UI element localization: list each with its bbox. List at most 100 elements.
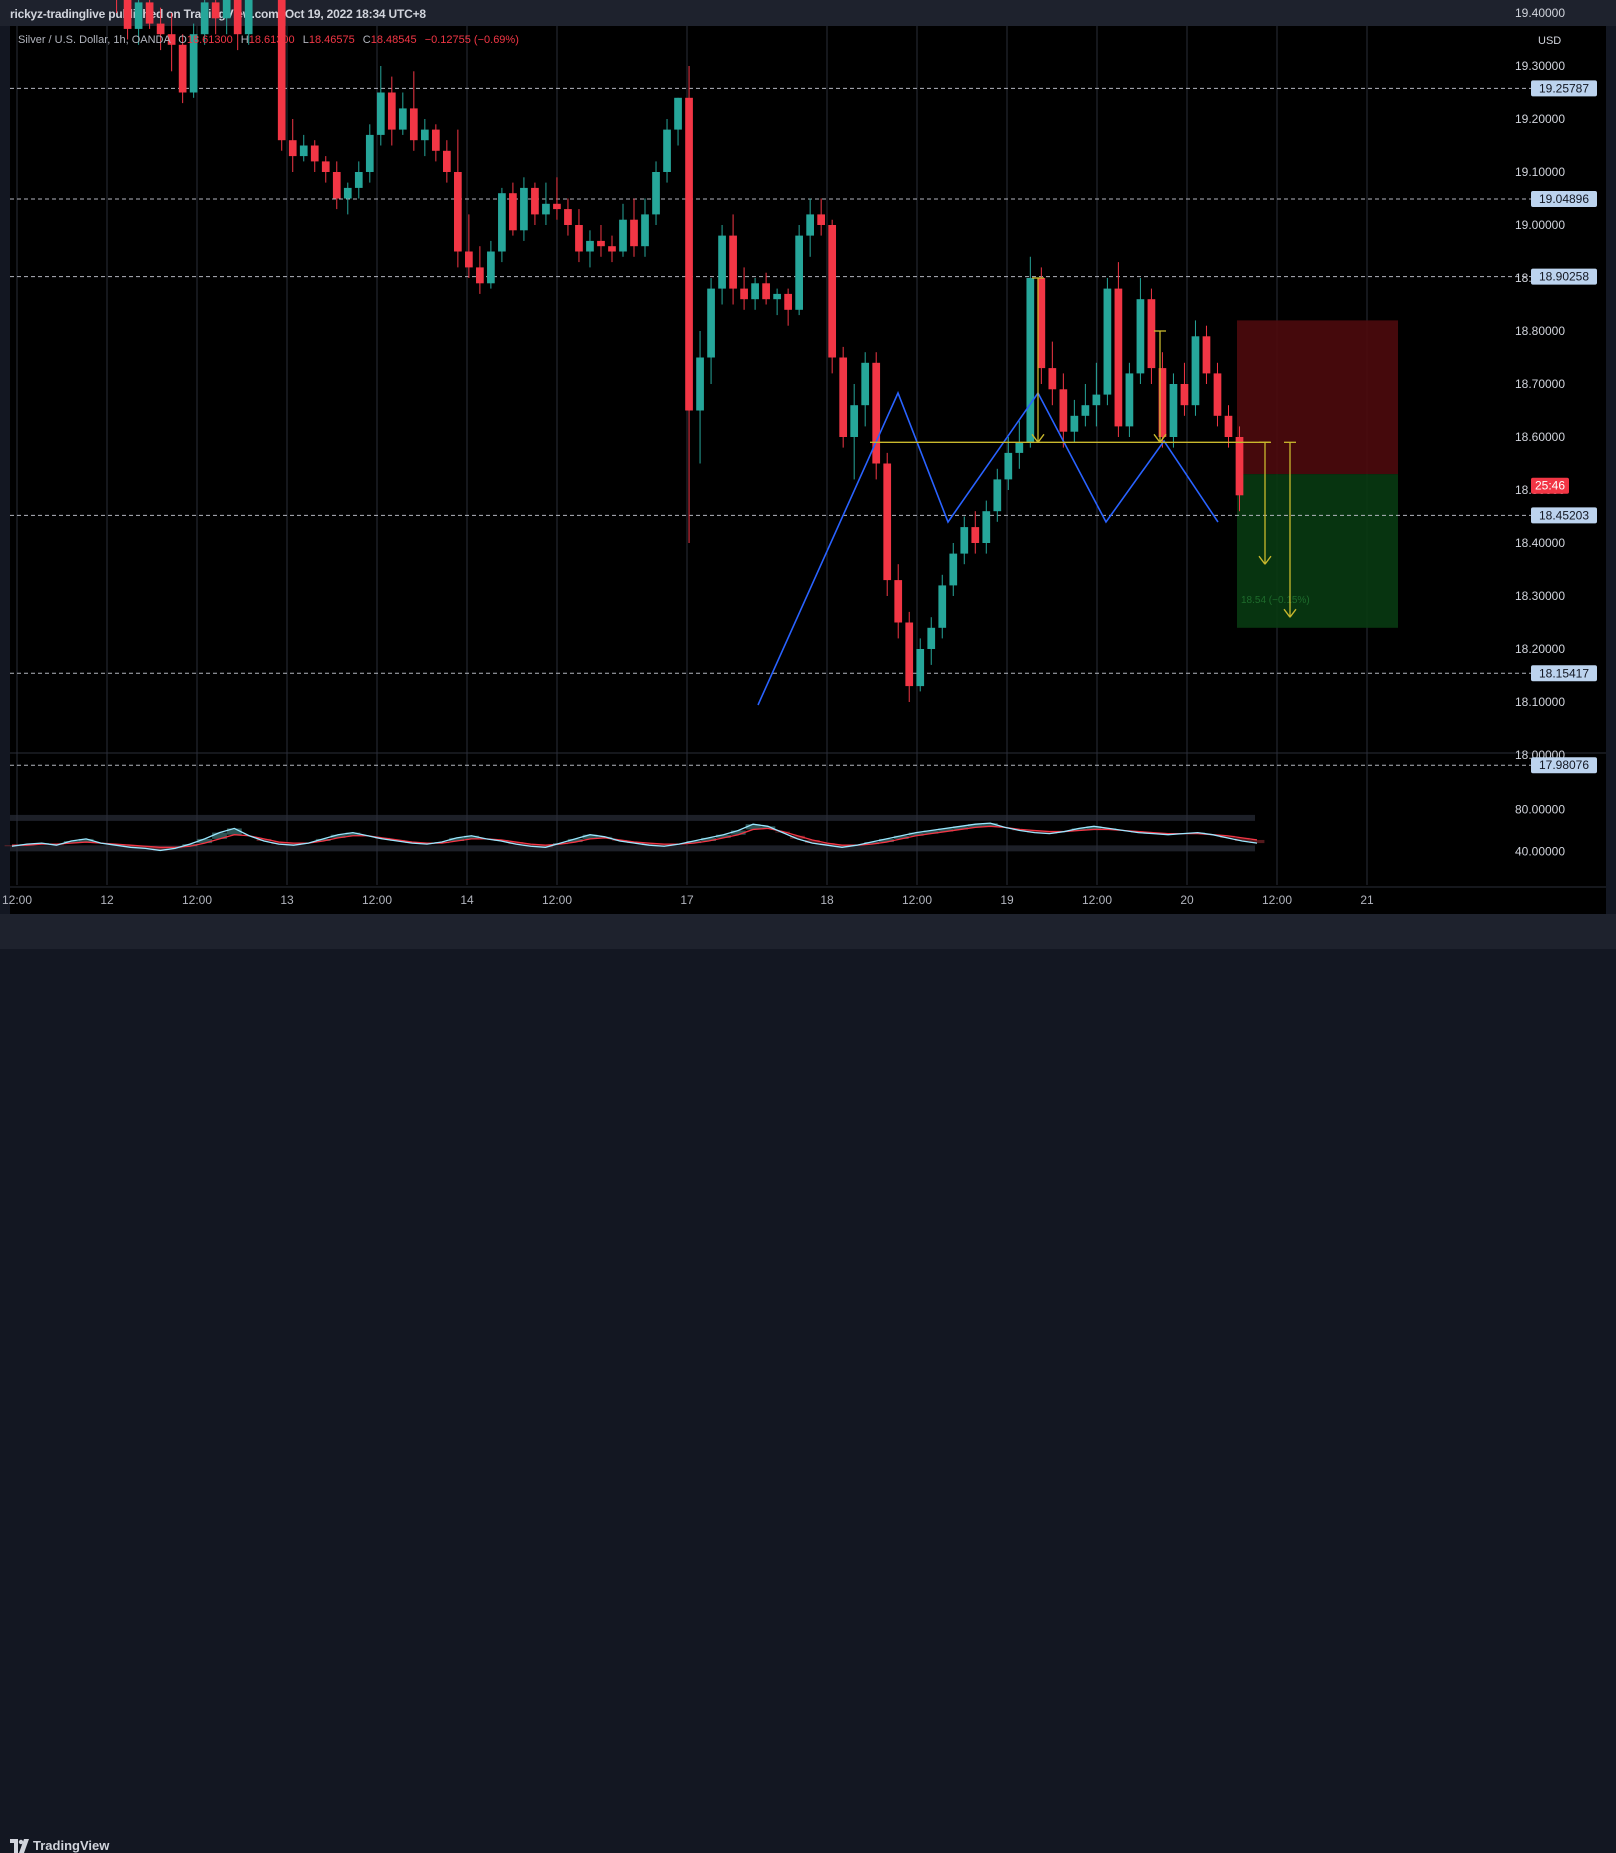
pattern-drawing <box>757 277 1297 706</box>
candle-down <box>575 225 583 252</box>
candle-down <box>1147 299 1156 369</box>
footer-brand[interactable]: TradingView <box>33 1838 110 1853</box>
candle-down <box>905 622 914 687</box>
candle-up <box>200 2 209 35</box>
candle-up <box>1015 442 1024 453</box>
candle-down <box>465 251 473 268</box>
stop-loss-zone <box>1237 320 1398 475</box>
candle-down <box>531 187 539 215</box>
legend-change: −0.12755 (−0.69%) <box>424 34 519 46</box>
time-tick-label: 21 <box>1360 893 1374 907</box>
currency-label: USD <box>1538 35 1561 47</box>
projection-arrow-head <box>1289 608 1297 618</box>
level-price-tag <box>1531 268 1597 285</box>
candle-down <box>597 240 605 247</box>
price-tick-label: 18.60000 <box>1515 430 1565 444</box>
candle-up <box>927 627 936 649</box>
time-tick-label: 12:00 <box>1262 893 1292 907</box>
candle-up <box>1125 373 1134 427</box>
candle-down <box>608 246 616 252</box>
candle-up <box>619 219 627 252</box>
candle-down <box>167 34 176 45</box>
oscillator-tick-label: 40.00000 <box>1515 845 1565 859</box>
candle-down <box>971 527 980 543</box>
projection-arrow-head <box>1264 555 1272 565</box>
candle-up <box>861 362 870 406</box>
symbol-legend[interactable]: Silver / U.S. Dollar, 1h, OANDA O18.6130… <box>18 34 519 46</box>
candle-up <box>376 92 385 135</box>
oscillator-band <box>10 814 1255 821</box>
candle-up <box>663 129 671 172</box>
candle-up <box>520 187 528 231</box>
legend-low: 18.46575 <box>308 34 355 46</box>
horizontal-levels <box>10 87 1534 766</box>
candle-down <box>762 283 770 300</box>
candle-down <box>454 172 462 252</box>
candle-up <box>398 108 407 130</box>
candle-down <box>1059 389 1068 432</box>
price-tick-label: 18.30000 <box>1515 589 1565 603</box>
candle-down <box>564 209 572 225</box>
candle-up <box>938 585 947 628</box>
price-tick-label: 18.80000 <box>1515 324 1565 338</box>
level-price-label: 17.98076 <box>1539 758 1589 772</box>
candle-up <box>696 357 704 411</box>
candle-up <box>498 193 506 252</box>
candle-down <box>156 23 165 35</box>
time-tick-label: 14 <box>460 893 474 907</box>
legend-open: 18.61300 <box>186 34 233 46</box>
candle-up <box>222 0 231 19</box>
level-price-tag <box>1531 191 1597 208</box>
legend-high: 18.61300 <box>248 34 295 46</box>
level-price-label: 18.90258 <box>1539 270 1589 284</box>
projection-arrow-head <box>1031 433 1039 443</box>
time-tick-label: 12:00 <box>182 893 212 907</box>
candle-down <box>1158 368 1167 437</box>
candle-down <box>211 2 220 19</box>
level-price-tag <box>1531 80 1597 97</box>
candle-up <box>993 479 1002 512</box>
time-tick-label: 17 <box>680 893 694 907</box>
candle-down <box>729 235 737 289</box>
candle-down <box>1114 288 1123 427</box>
candle-down <box>553 203 561 210</box>
candle-up <box>949 553 958 586</box>
candle-down <box>233 0 242 35</box>
candle-down <box>442 150 451 172</box>
time-tick-label: 19 <box>1000 893 1014 907</box>
candle-down <box>1224 415 1233 437</box>
candle-down <box>1180 384 1189 406</box>
candle-down <box>685 97 693 411</box>
candle-down <box>1213 373 1222 416</box>
candle-up <box>1026 278 1035 443</box>
candle-down <box>431 129 440 151</box>
candle-up <box>718 235 726 289</box>
projection-arrow-head <box>1283 608 1291 618</box>
candle-down <box>872 362 881 464</box>
price-chart[interactable]: 18.54 (−0.15%) 19.8000019.7000019.600001… <box>0 0 1616 949</box>
candle-up <box>586 240 594 252</box>
oscillator-pane <box>4 814 1265 852</box>
legend-high-label: H <box>240 34 249 46</box>
price-tick-label: 18.20000 <box>1515 642 1565 656</box>
time-tick-label: 12:00 <box>362 893 392 907</box>
candle-up <box>674 97 682 130</box>
tradingview-logo-icon <box>10 1839 29 1853</box>
level-price-label: 18.45203 <box>1539 508 1589 522</box>
candle-down <box>894 580 903 623</box>
oscillator-tick-label: 80.00000 <box>1515 803 1565 817</box>
time-tick-label: 13 <box>280 893 294 907</box>
candles <box>116 0 1244 702</box>
projection-arrow-head <box>1159 433 1167 443</box>
legend-open-label: O <box>178 34 187 46</box>
projection-arrow-head <box>1258 555 1266 565</box>
time-tick-label: 12:00 <box>542 893 572 907</box>
candle-down <box>277 0 286 141</box>
candle-down <box>1048 368 1057 390</box>
candle-down <box>145 2 154 24</box>
candle-down <box>310 145 319 162</box>
candle-down <box>509 193 517 231</box>
legend-low-label: L <box>302 34 309 46</box>
candle-up <box>299 145 308 157</box>
candle-up <box>354 172 363 188</box>
